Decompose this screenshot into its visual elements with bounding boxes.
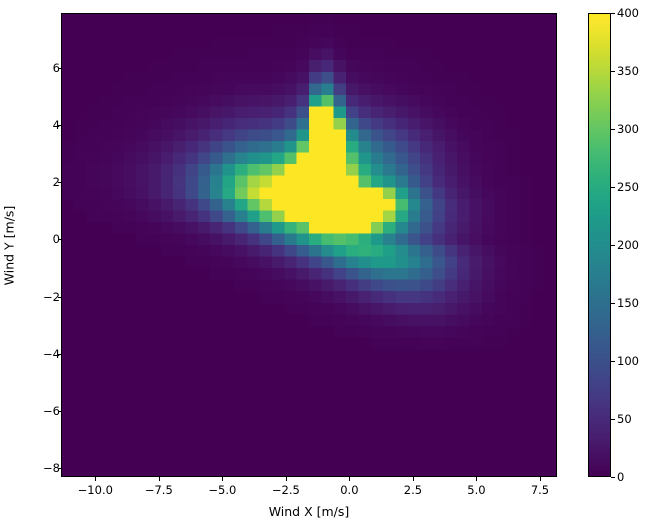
colorbar-tick-label: 150 (617, 296, 639, 310)
y-axis-label-text: Wind Y [m/s] (1, 205, 17, 285)
colorbar-gradient (589, 14, 610, 476)
colorbar-tick-mark (611, 477, 615, 478)
colorbar-tick-label: 200 (617, 238, 639, 252)
y-tick-mark (57, 410, 61, 412)
x-tick-label: −5.0 (208, 483, 237, 497)
y-tick-label: 0 (52, 232, 60, 247)
colorbar-tick-label: 0 (617, 470, 625, 484)
colorbar-tick-mark (611, 71, 615, 72)
x-tick-mark (539, 477, 541, 481)
y-tick-label: 2 (52, 175, 60, 190)
y-tick-label: 4 (52, 118, 60, 133)
heatmap-axes (61, 13, 557, 477)
y-tick-mark (57, 68, 61, 70)
colorbar-tick-label: 300 (617, 122, 639, 136)
x-tick-label: 5.0 (467, 483, 486, 497)
x-tick-label: 7.5 (530, 483, 550, 497)
colorbar (588, 13, 611, 477)
y-tick-label: −6 (43, 403, 60, 418)
x-axis-label: Wind X [m/s] (268, 504, 350, 519)
x-tick-mark (412, 477, 414, 481)
y-tick-mark (57, 296, 61, 298)
colorbar-tick-mark (611, 303, 615, 304)
y-tick-mark (57, 239, 61, 241)
y-tick-label: −2 (43, 289, 60, 304)
colorbar-tick-mark (611, 419, 615, 420)
colorbar-tick-mark (611, 361, 615, 362)
x-tick-mark (476, 477, 478, 481)
x-tick-label: −2.5 (271, 483, 300, 497)
x-tick-mark (222, 477, 224, 481)
colorbar-tick-label: 50 (617, 412, 632, 426)
y-tick-label: −4 (43, 346, 60, 361)
x-tick-mark (349, 477, 351, 481)
x-tick-label: −10.0 (77, 483, 113, 497)
colorbar-tick-label: 100 (617, 354, 639, 368)
y-tick-label: 6 (52, 61, 60, 76)
x-tick-mark (158, 477, 160, 481)
y-tick-label: −8 (43, 460, 60, 475)
colorbar-tick-label: 250 (617, 180, 639, 194)
y-tick-mark (57, 353, 61, 355)
y-tick-mark (57, 182, 61, 184)
x-tick-mark (285, 477, 287, 481)
y-tick-mark (57, 467, 61, 469)
x-tick-label: 0.0 (340, 483, 359, 497)
colorbar-tick-mark (611, 129, 615, 130)
colorbar-tick-label: 400 (617, 6, 639, 20)
x-tick-label: 2.5 (403, 483, 423, 497)
x-tick-mark (95, 477, 97, 481)
colorbar-tick-mark (611, 187, 615, 188)
y-tick-mark (57, 125, 61, 127)
heatmap-image (62, 14, 556, 476)
colorbar-tick-mark (611, 13, 615, 14)
colorbar-tick-label: 350 (617, 64, 639, 78)
colorbar-tick-mark (611, 245, 615, 246)
y-axis-label: Wind Y [m/s] (0, 13, 18, 477)
x-tick-label: −7.5 (144, 483, 173, 497)
